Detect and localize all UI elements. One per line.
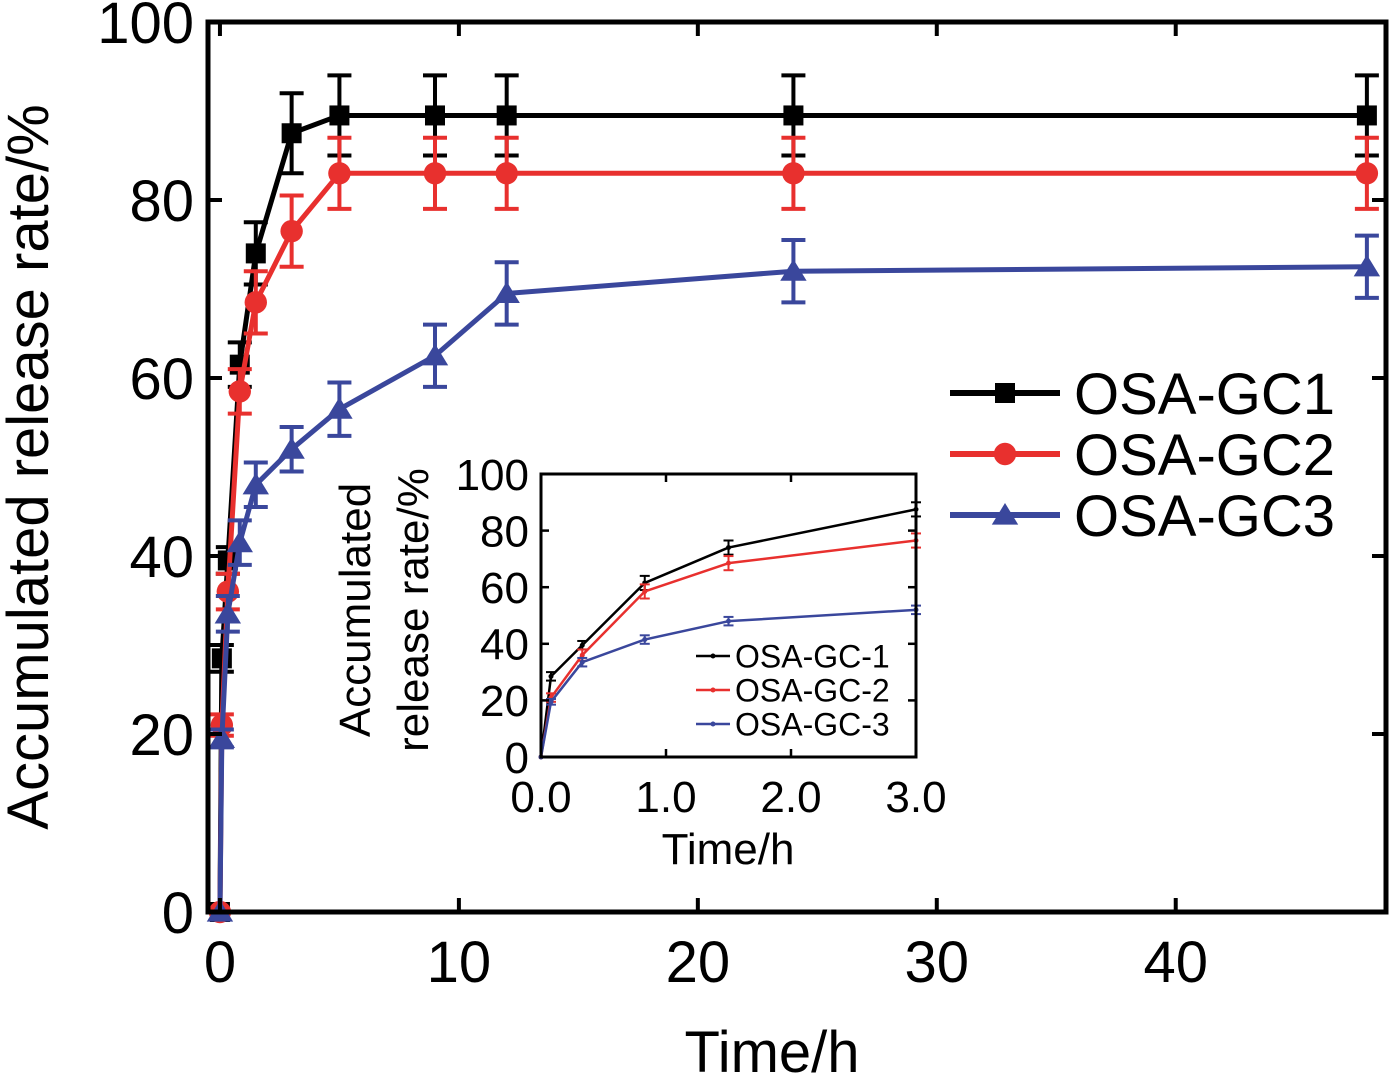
main-series-3-point	[1353, 254, 1381, 277]
main-y-tick-label: 0	[162, 881, 194, 946]
main-series-1-point	[496, 105, 517, 126]
main-x-ticks: 0 10 20 30 40	[204, 22, 1208, 995]
main-series-2-point	[495, 162, 518, 185]
inset-x-tick-label: 1.0	[635, 773, 696, 822]
main-series-1-point	[211, 648, 232, 669]
inset-x-tick-label: 2.0	[760, 773, 821, 822]
inset-legend-marker	[710, 687, 716, 693]
main-series-3-point	[226, 530, 253, 553]
main-series-3-point	[278, 437, 305, 459]
main-y-axis-label: Accumulated release rate/%	[0, 104, 61, 829]
main-series-2-point	[782, 162, 805, 185]
main-series-1-point	[329, 105, 350, 126]
main-series-3-point	[214, 601, 242, 624]
main-series-2-point	[228, 380, 251, 403]
main-y-tick-label: 60	[129, 347, 194, 412]
inset-plot-frame	[539, 472, 918, 759]
main-x-tick-label: 20	[666, 930, 731, 995]
main-y-ticks: 0 20 40 60 80 100	[97, 0, 1386, 946]
inset-legend-marker	[710, 721, 716, 727]
main-series-3-point	[326, 397, 353, 419]
main-x-tick-label: 10	[427, 930, 492, 995]
inset-series-layer	[538, 501, 921, 760]
inset-x-tick-label: 0.0	[510, 773, 571, 822]
main-series-3-point	[493, 281, 520, 304]
main-series-3-point	[421, 343, 449, 366]
main-legend-label: OSA-GC1	[1074, 362, 1335, 427]
inset-y-tick-label: 20	[480, 677, 529, 726]
main-series-1-point	[1356, 105, 1377, 126]
main-legend-label: OSA-GC2	[1074, 423, 1335, 488]
inset-legend-label: OSA-GC-3	[735, 707, 890, 743]
main-plot-frame	[205, 19, 1389, 915]
main-x-tick-label: 40	[1143, 930, 1208, 995]
main-series-1-point	[424, 105, 445, 126]
main-y-tick-label: 40	[129, 525, 194, 590]
inset-y-axis-label-line2: release rate/%	[389, 468, 438, 752]
main-series-2-point	[244, 291, 267, 314]
inset-y-axis-label-line1: Accumulated	[331, 483, 380, 737]
main-series-3-point	[242, 472, 269, 495]
inset-x-axis-label: Time/h	[662, 825, 795, 874]
main-y-tick-label: 80	[129, 169, 194, 234]
main-x-tick-label: 0	[204, 930, 236, 995]
main-x-axis-label: Time/h	[684, 1020, 859, 1079]
inset-y-ticks: 0 20 40 60 80 100	[456, 451, 916, 783]
inset-series-3-point	[726, 618, 731, 624]
inset-series-1-point	[548, 673, 554, 679]
inset-series-1-point	[579, 642, 585, 648]
inset-series-2-point	[726, 560, 731, 566]
main-legend-label: OSA-GC3	[1074, 484, 1335, 549]
main-series-1-point	[783, 105, 804, 126]
inset-series-3-line	[539, 608, 917, 758]
inset-legend-label: OSA-GC-2	[735, 673, 890, 709]
main-legend-marker	[995, 383, 1015, 403]
main-legend-marker	[993, 442, 1017, 466]
main-y-tick-label: 20	[129, 703, 194, 768]
main-series-2-point	[423, 162, 447, 185]
inset-series-2-point	[579, 652, 585, 658]
inset-series-2-point	[642, 588, 648, 594]
main-series-3	[206, 233, 1381, 922]
inset-legend-marker	[710, 653, 716, 659]
main-series-2-point	[328, 162, 351, 185]
main-series-layer	[206, 73, 1381, 924]
inset-x-tick-label: 3.0	[885, 773, 946, 822]
inset-series-3-point	[548, 699, 554, 705]
main-series-1-point	[245, 243, 266, 264]
inset-y-tick-label: 0	[505, 734, 529, 783]
inset-y-tick-label: 60	[480, 564, 529, 613]
main-legend-marker	[991, 503, 1019, 525]
inset-series-3-point	[642, 637, 648, 643]
main-series-2-point	[1355, 162, 1379, 185]
main-series-1-point	[281, 123, 302, 144]
inset-series-3-point	[579, 659, 585, 665]
main-x-tick-label: 30	[905, 930, 970, 995]
inset-y-tick-label: 100	[456, 451, 529, 500]
main-series-2-point	[280, 219, 303, 243]
inset-y-tick-label: 80	[480, 507, 529, 556]
inset-plot: 0.0 1.0 2.0 3.0 0 20 40 60 80 100 Time/h Accumul…	[331, 451, 947, 874]
inset-x-ticks: 0.0 1.0 2.0 3.0	[510, 474, 947, 822]
inset-legend-label: OSA-GC-1	[735, 639, 890, 675]
inset-y-tick-label: 40	[480, 621, 529, 670]
main-y-tick-label: 100	[97, 0, 194, 56]
inset-series-1-line	[539, 508, 917, 758]
main-series-3-point	[208, 726, 236, 749]
main-series-3-point	[780, 259, 807, 281]
inset-series-1-point	[726, 545, 731, 551]
